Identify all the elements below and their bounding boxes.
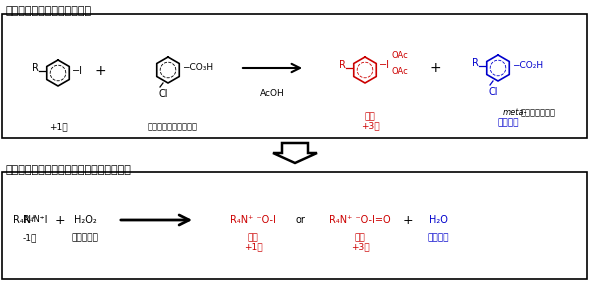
- Text: +: +: [55, 214, 65, 226]
- Text: -1価: -1価: [23, 233, 37, 242]
- Text: or: or: [295, 215, 305, 225]
- Text: +3価: +3価: [350, 242, 369, 251]
- Text: +: +: [403, 214, 414, 226]
- Text: R₄N⁺ ⁻O-I=O: R₄N⁺ ⁻O-I=O: [329, 215, 391, 225]
- Polygon shape: [273, 143, 317, 163]
- Text: 過酸化水素: 過酸化水素: [71, 233, 99, 242]
- Text: OAc: OAc: [391, 67, 408, 76]
- Text: R₄N⁺ ⁻I: R₄N⁺ ⁻I: [13, 215, 47, 225]
- Text: クロロ安息香酸: クロロ安息香酸: [521, 108, 556, 117]
- Text: +1価: +1価: [244, 242, 263, 251]
- Text: 副生成物: 副生成物: [497, 118, 519, 127]
- Text: R: R: [339, 60, 346, 70]
- Text: +: +: [429, 61, 441, 75]
- Text: R: R: [472, 58, 479, 68]
- Text: メタクロロ過安息香酸: メタクロロ過安息香酸: [148, 122, 198, 131]
- Text: 副生成物: 副生成物: [427, 233, 449, 242]
- Text: −CO₃H: −CO₃H: [182, 64, 213, 72]
- Text: R: R: [23, 215, 30, 225]
- Text: Cl: Cl: [489, 87, 498, 97]
- Text: 今回の次亜ヨウ素酸または亜ヨウ素酸触媒: 今回の次亜ヨウ素酸または亜ヨウ素酸触媒: [5, 165, 131, 175]
- Text: −CO₂H: −CO₂H: [512, 62, 543, 71]
- Text: −I: −I: [72, 66, 83, 76]
- Text: Cl: Cl: [158, 89, 168, 99]
- Text: +1価: +1価: [49, 122, 67, 131]
- Text: R: R: [32, 63, 39, 73]
- Text: 触媒: 触媒: [365, 112, 375, 121]
- Text: H₂O: H₂O: [428, 215, 447, 225]
- Bar: [2, 172, 587, 279]
- Text: 従来のヨードシルアレン触媒: 従来のヨードシルアレン触媒: [5, 6, 91, 16]
- Text: +3価: +3価: [360, 121, 379, 130]
- Text: R₄N⁺ ⁻O-I: R₄N⁺ ⁻O-I: [230, 215, 276, 225]
- Text: −I: −I: [379, 60, 390, 70]
- Text: H₂O₂: H₂O₂: [74, 215, 96, 225]
- Text: 触媒: 触媒: [355, 233, 365, 242]
- Bar: [2, 14, 587, 138]
- Text: meta-: meta-: [503, 108, 527, 117]
- Text: AcOH: AcOH: [260, 89, 284, 98]
- Text: 触媒: 触媒: [248, 233, 258, 242]
- Text: OAc: OAc: [391, 51, 408, 60]
- Text: ₄N⁺: ₄N⁺: [30, 216, 47, 225]
- Text: +: +: [94, 64, 106, 78]
